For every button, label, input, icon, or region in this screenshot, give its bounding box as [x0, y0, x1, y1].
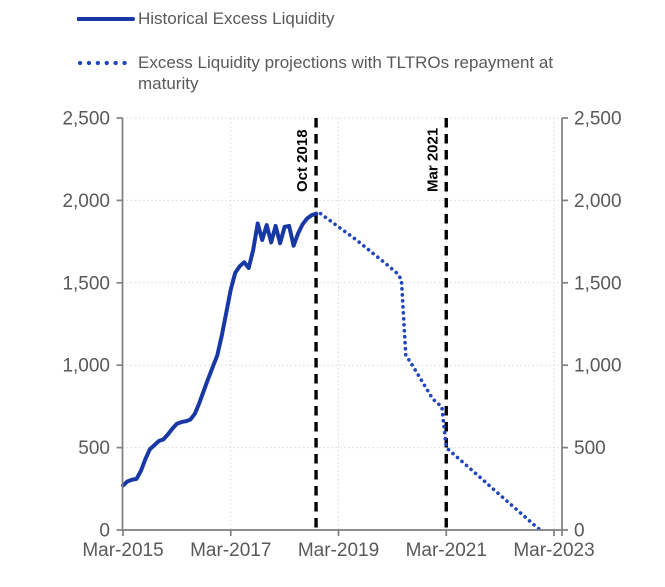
y-axis-label-left: 1,500: [62, 273, 110, 294]
dotted-line-swatch: [77, 60, 129, 66]
chart-legend: Historical Excess Liquidity Excess Liqui…: [77, 8, 637, 117]
y-axis-label-right: 1,500: [574, 273, 622, 294]
x-axis-label: Mar-2017: [190, 540, 271, 561]
y-axis-label-left: 0: [99, 521, 110, 542]
x-axis-label: Mar-2015: [82, 540, 163, 561]
y-axis-label-right: 500: [574, 438, 606, 459]
x-axis-label: Mar-2023: [513, 540, 594, 561]
y-axis-label-right: 1,000: [574, 356, 622, 377]
y-axis-label-right: 2,000: [574, 191, 622, 212]
legend-label-historical: Historical Excess Liquidity: [138, 9, 335, 28]
annotation-label: Oct 2018: [294, 129, 311, 192]
legend-item-historical: Historical Excess Liquidity: [77, 8, 637, 29]
legend-item-projection: Excess Liquidity projections with TLTROs…: [77, 52, 637, 94]
annotation-label: Mar 2021: [424, 128, 441, 192]
axis-frame: [121, 118, 563, 531]
legend-label-projection: Excess Liquidity projections with TLTROs…: [138, 53, 554, 93]
y-axis-label-left: 2,500: [62, 109, 110, 130]
y-axis-label-right: 0: [574, 521, 585, 542]
historical-series-path: [121, 211, 319, 488]
x-axis-label: Mar-2021: [406, 540, 487, 561]
y-axis-label-left: 2,000: [62, 191, 110, 212]
solid-line-swatch: [77, 17, 135, 21]
projection-series-path: [318, 211, 543, 532]
y-axis-label-left: 1,000: [62, 356, 110, 377]
y-axis-label-right: 2,500: [574, 109, 622, 130]
y-axis-label-left: 500: [78, 438, 110, 459]
x-axis-label: Mar-2019: [298, 540, 379, 561]
